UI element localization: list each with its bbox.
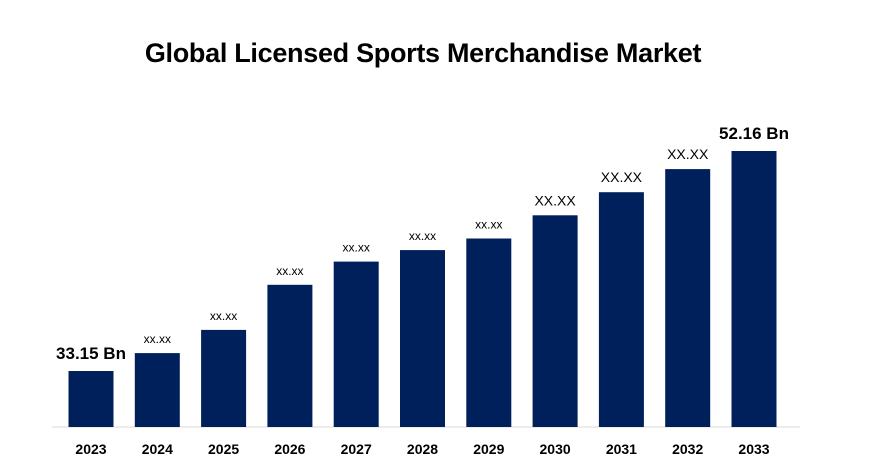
data-label-2023: 33.15 Bn [56, 344, 126, 363]
data-label-2028: xx.xx [409, 229, 436, 243]
data-label-2024: xx.xx [144, 332, 171, 346]
x-tick-label-2023: 2023 [75, 441, 106, 457]
x-tick-label-2031: 2031 [606, 441, 637, 457]
data-label-2027: xx.xx [343, 241, 370, 255]
data-label-2030: XX.XX [534, 192, 576, 208]
x-tick-label-2028: 2028 [407, 441, 438, 457]
bar-2031 [598, 192, 644, 427]
x-tick-label-2025: 2025 [208, 441, 239, 457]
bar-2028 [400, 250, 445, 427]
bar-2033 [731, 151, 777, 427]
bar-2032 [665, 169, 711, 427]
data-label-2032: XX.XX [667, 146, 709, 162]
x-tick-label-2033: 2033 [738, 441, 769, 457]
bars-group [68, 151, 777, 427]
x-tick-labels-group: 2023 2024 2025 2026 2027 2028 2029 2030 2031 2032… [75, 441, 769, 457]
x-tick-label-2027: 2027 [341, 441, 372, 457]
bar-2025 [201, 329, 247, 427]
x-tick-label-2030: 2030 [540, 441, 571, 457]
x-tick-label-2024: 2024 [142, 441, 173, 457]
x-tick-label-2032: 2032 [672, 441, 703, 457]
bar-2024 [134, 353, 180, 427]
data-label-2025: xx.xx [210, 309, 237, 323]
bar-2027 [333, 261, 379, 427]
data-label-2033: 52.16 Bn [719, 124, 789, 143]
chart-title: Global Licensed Sports Merchandise Marke… [144, 38, 702, 68]
bar-2023 [68, 371, 114, 427]
bar-2030 [532, 215, 578, 427]
bar-2029 [466, 238, 512, 427]
data-label-2029: xx.xx [475, 218, 502, 232]
data-labels-group: 33.15 Bn xx.xx xx.xx xx.xx xx.xx xx.xx xx.xx XX… [56, 124, 789, 363]
x-tick-label-2029: 2029 [473, 441, 504, 457]
data-label-2026: xx.xx [276, 264, 303, 278]
x-tick-label-2026: 2026 [274, 441, 305, 457]
data-label-2031: XX.XX [601, 169, 643, 185]
bar-2026 [267, 284, 313, 427]
